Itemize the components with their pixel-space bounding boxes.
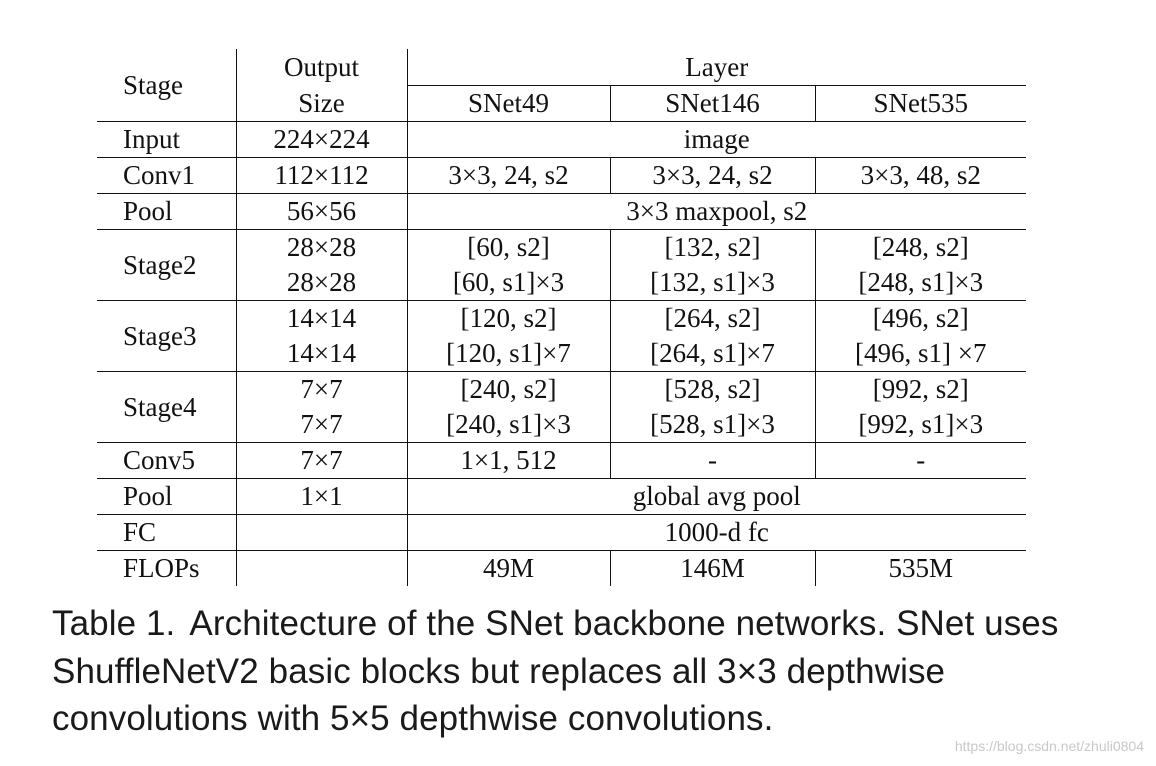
cell-snet146: [132, s2] [132, s1]×3 bbox=[610, 229, 816, 301]
cell-snet146: - bbox=[610, 442, 816, 479]
cell-size: 28×28 28×28 bbox=[236, 229, 408, 301]
table-caption: Table 1. Architecture of the SNet backbon… bbox=[52, 600, 1092, 743]
cell-size: 1×1 bbox=[236, 478, 408, 515]
cell-snet146: 146M bbox=[610, 550, 816, 586]
cell-size: 7×7 7×7 bbox=[236, 371, 408, 443]
cell-layer: global avg pool bbox=[407, 478, 1027, 515]
cell-snet535: [248, s2] [248, s1]×3 bbox=[815, 229, 1027, 301]
cell-line1: [120, s2] bbox=[460, 303, 557, 333]
cell-size-line2: 7×7 bbox=[300, 409, 343, 439]
row-stage2: Stage2 28×28 28×28 [60, s2] [60, s1]×3 [… bbox=[97, 229, 1027, 301]
cell-line2: [528, s1]×3 bbox=[650, 409, 775, 439]
cell-size: 112×112 bbox=[236, 157, 408, 194]
row-input: Input 224×224 image bbox=[97, 121, 1027, 158]
cell-snet146: [528, s2] [528, s1]×3 bbox=[610, 371, 816, 443]
row-conv5: Conv5 7×7 1×1, 512 - - bbox=[97, 442, 1027, 479]
cell-stage: Input bbox=[97, 121, 237, 158]
row-pool: Pool 56×56 3×3 maxpool, s2 bbox=[97, 193, 1027, 230]
cell-line2: [248, s1]×3 bbox=[858, 267, 984, 297]
caption-text: Architecture of the SNet backbone networ… bbox=[52, 604, 1059, 738]
architecture-table: Stage Output Layer Size SNet49 SNet146 S… bbox=[97, 49, 1027, 586]
cell-size: 14×14 14×14 bbox=[236, 300, 408, 372]
cell-line2: [496, s1] ×7 bbox=[855, 338, 987, 368]
header-layer: Layer bbox=[685, 51, 749, 82]
cell-snet49: 3×3, 24, s2 bbox=[407, 157, 611, 194]
cell-line2: [120, s1]×7 bbox=[446, 338, 571, 368]
header-output-size-line2: Size bbox=[236, 85, 408, 122]
cell-size-line2: 28×28 bbox=[286, 267, 357, 297]
cell-stage: FC bbox=[97, 514, 237, 551]
cell-snet49: [60, s2] [60, s1]×3 bbox=[407, 229, 611, 301]
cell-snet146: [264, s2] [264, s1]×7 bbox=[610, 300, 816, 372]
cell-line1: [132, s2] bbox=[664, 232, 761, 262]
row-pool-global: Pool 1×1 global avg pool bbox=[97, 478, 1027, 515]
row-stage3: Stage3 14×14 14×14 [120, s2] [120, s1]×7… bbox=[97, 300, 1027, 372]
header-snet49: SNet49 bbox=[407, 85, 611, 122]
cell-size: 56×56 bbox=[236, 193, 408, 230]
cell-line1: [528, s2] bbox=[664, 374, 761, 404]
cell-size-line1: 7×7 bbox=[300, 374, 343, 404]
cell-stage: Stage2 bbox=[97, 229, 237, 301]
cell-line1: [240, s2] bbox=[460, 374, 557, 404]
cell-line1: [248, s2] bbox=[872, 232, 969, 262]
cell-snet535: [992, s2] [992, s1]×3 bbox=[815, 371, 1027, 443]
cell-line1: [992, s2] bbox=[872, 374, 969, 404]
row-fc: FC 1000-d fc bbox=[97, 514, 1027, 551]
cell-size: 7×7 bbox=[236, 442, 408, 479]
cell-line1: [60, s2] bbox=[467, 232, 550, 262]
cell-stage: Stage4 bbox=[97, 371, 237, 443]
header-snet146: SNet146 bbox=[610, 85, 816, 122]
cell-snet49: 49M bbox=[407, 550, 611, 586]
cell-line1: [496, s2] bbox=[872, 303, 969, 333]
cell-size-line2: 14×14 bbox=[286, 338, 357, 368]
cell-size-line1: 14×14 bbox=[286, 303, 357, 333]
watermark: https://blog.csdn.net/zhuli0804 bbox=[954, 738, 1144, 754]
row-stage4: Stage4 7×7 7×7 [240, s2] [240, s1]×3 [52… bbox=[97, 371, 1027, 443]
cell-layer: 1000-d fc bbox=[407, 514, 1027, 551]
cell-size: 224×224 bbox=[236, 121, 408, 158]
cell-layer: image bbox=[407, 121, 1027, 158]
cell-snet535: 535M bbox=[815, 550, 1027, 586]
cell-stage: Conv5 bbox=[97, 442, 237, 479]
row-conv1: Conv1 112×112 3×3, 24, s2 3×3, 24, s2 3×… bbox=[97, 157, 1027, 194]
cell-snet535: - bbox=[815, 442, 1027, 479]
row-flops: FLOPs 49M 146M 535M bbox=[97, 550, 1027, 586]
cell-stage: Conv1 bbox=[97, 157, 237, 194]
caption-label: Table 1. bbox=[52, 604, 176, 643]
cell-stage: FLOPs bbox=[97, 550, 237, 586]
cell-snet535: [496, s2] [496, s1] ×7 bbox=[815, 300, 1027, 372]
cell-snet49: [120, s2] [120, s1]×7 bbox=[407, 300, 611, 372]
cell-line2: [60, s1]×3 bbox=[452, 267, 565, 297]
cell-layer: 3×3 maxpool, s2 bbox=[407, 193, 1027, 230]
cell-line2: [992, s1]×3 bbox=[858, 409, 984, 439]
cell-line2: [240, s1]×3 bbox=[446, 409, 571, 439]
cell-stage: Pool bbox=[97, 478, 237, 515]
cell-snet535: 3×3, 48, s2 bbox=[815, 157, 1027, 194]
cell-line2: [264, s1]×7 bbox=[650, 338, 775, 368]
cell-size bbox=[236, 514, 408, 551]
cell-snet146: 3×3, 24, s2 bbox=[610, 157, 816, 194]
cell-line2: [132, s1]×3 bbox=[650, 267, 775, 297]
cell-size bbox=[236, 550, 408, 586]
header-stage: Stage bbox=[97, 49, 237, 122]
cell-stage: Stage3 bbox=[97, 300, 237, 372]
cell-line1: [264, s2] bbox=[664, 303, 761, 333]
cell-snet49: 1×1, 512 bbox=[407, 442, 611, 479]
header-output-size-line1: Output bbox=[236, 49, 408, 86]
cell-size-line1: 28×28 bbox=[286, 232, 357, 262]
cell-stage: Pool bbox=[97, 193, 237, 230]
cell-snet49: [240, s2] [240, s1]×3 bbox=[407, 371, 611, 443]
header-snet535: SNet535 bbox=[815, 85, 1027, 122]
